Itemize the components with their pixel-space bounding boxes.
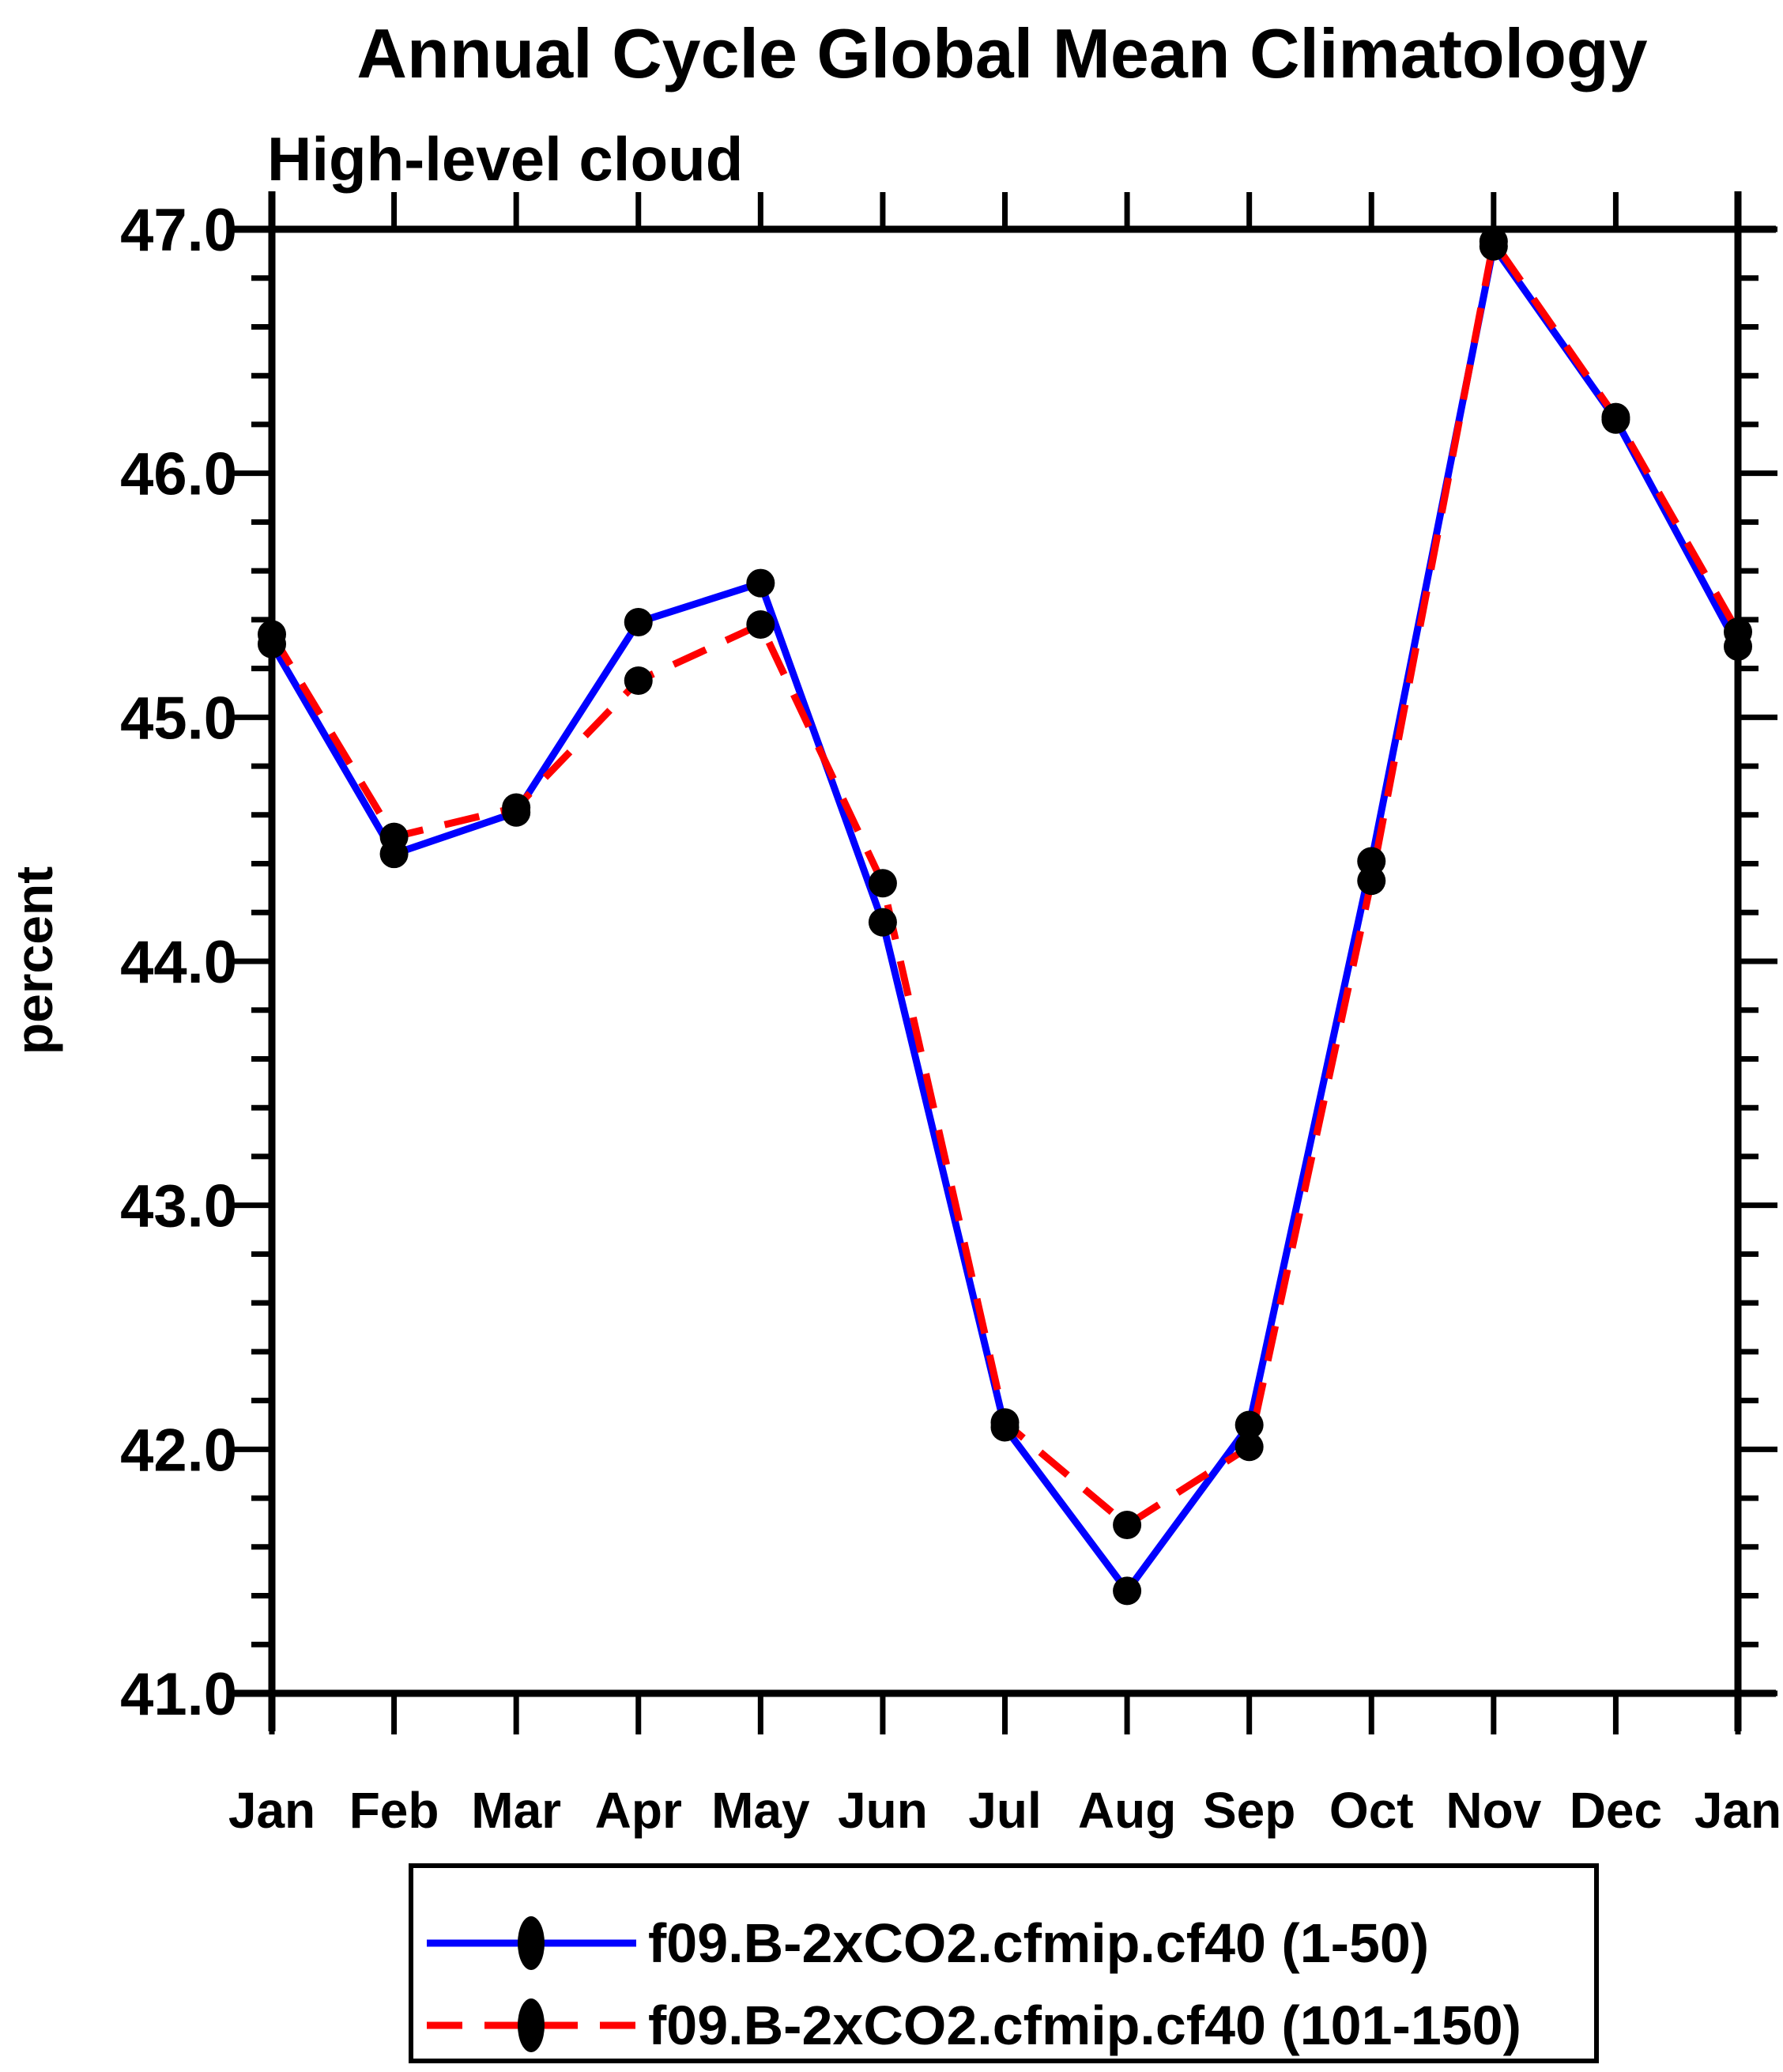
data-point-series2 [502, 793, 531, 822]
x-tick-label: Aug [1078, 1782, 1176, 1839]
x-tick-label: Sep [1203, 1782, 1295, 1839]
data-point-series1 [624, 607, 653, 636]
y-tick-label: 42.0 [120, 1417, 237, 1484]
legend-box [409, 1863, 1599, 2063]
chart-subtitle: High-level cloud [267, 124, 743, 194]
data-point-series2 [1357, 866, 1386, 896]
data-point-series1 [1357, 847, 1386, 876]
data-point-series2 [1601, 402, 1630, 432]
x-tick-label: Feb [349, 1782, 439, 1839]
legend-marker-series2-icon [518, 1998, 545, 2052]
y-tick-labels: 41.0 42.0 43.0 44.0 45.0 46.0 47.0 [120, 197, 237, 1728]
x-tick-label: Jun [838, 1782, 928, 1839]
data-point-series2 [624, 666, 653, 696]
data-point-series2 [258, 620, 286, 649]
data-point-series2 [1724, 617, 1752, 647]
legend: f09.B-2xCO2.cfmip.cf40 (1-50) f09.B-2xCO… [409, 1863, 1599, 2063]
legend-label-series1: f09.B-2xCO2.cfmip.cf40 (1-50) [648, 1912, 1429, 1974]
x-tick-label: Jan [228, 1782, 315, 1839]
data-point-series1 [746, 568, 775, 598]
data-point-series2 [990, 1408, 1020, 1437]
y-tick-label: 46.0 [120, 441, 237, 508]
chart-title: Annual Cycle Global Mean Climatology [356, 14, 1647, 92]
legend-label-series2: f09.B-2xCO2.cfmip.cf40 (101-150) [648, 1995, 1521, 2056]
data-point-series2 [1479, 227, 1508, 256]
data-point-series1 [1235, 1410, 1264, 1440]
series-markers [258, 227, 1752, 1606]
series-line-1 [269, 237, 1741, 1597]
x-tick-label: Mar [471, 1782, 561, 1839]
data-point-series2 [1235, 1432, 1264, 1462]
y-axis-label: percent [5, 866, 63, 1055]
data-point-series2 [746, 610, 775, 640]
y-tick-label: 47.0 [120, 197, 237, 264]
data-point-series2 [1113, 1511, 1142, 1540]
data-point-series2 [868, 869, 897, 898]
series-lines [269, 232, 1741, 1597]
series-line-2 [269, 232, 1741, 1530]
x-tick-label: Oct [1329, 1782, 1414, 1839]
x-tick-labels: Jan Feb Mar Apr May Jun Jul Aug Sep Oct Nov Dec Jan [228, 1782, 1781, 1839]
y-tick-label: 45.0 [120, 685, 237, 752]
data-point-series2 [379, 822, 409, 851]
data-point-series1 [1113, 1576, 1142, 1606]
x-tick-label: May [711, 1782, 810, 1839]
y-tick-label: 43.0 [120, 1173, 237, 1240]
axes [232, 191, 1777, 1734]
x-tick-label: Nov [1446, 1782, 1541, 1839]
x-tick-label: Apr [595, 1782, 682, 1839]
legend-marker-series1-icon [518, 1916, 545, 1970]
x-tick-label: Jan [1694, 1782, 1781, 1839]
x-tick-label: Jul [968, 1782, 1041, 1839]
x-tick-label: Dec [1570, 1782, 1662, 1839]
y-tick-label: 44.0 [120, 929, 237, 996]
y-tick-label: 41.0 [120, 1661, 237, 1728]
data-point-series1 [868, 908, 897, 937]
